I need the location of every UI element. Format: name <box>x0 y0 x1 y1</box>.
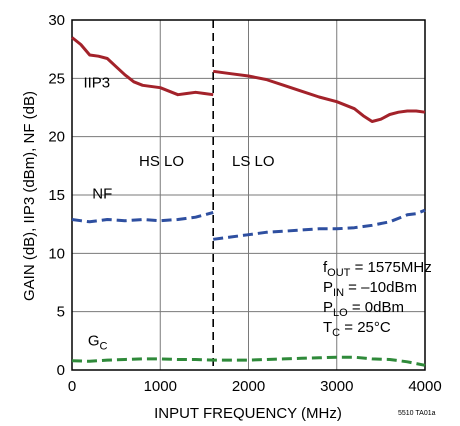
x-tick-label-3: 3000 <box>320 378 353 395</box>
plot-frame <box>71 19 426 371</box>
x-tick-label-0: 0 <box>68 378 76 395</box>
y-tick-label-0: 0 <box>57 362 65 379</box>
figure-tag: 5510 TA01a <box>398 410 436 417</box>
x-tick-label-1: 1000 <box>144 378 177 395</box>
region-label-hs-lo: HS LO <box>139 153 184 170</box>
series-label-iip3: IIP3 <box>83 75 110 92</box>
series-line-nf-1 <box>213 208 426 241</box>
series-line-iip3-1 <box>212 69 426 123</box>
x-axis-label: INPUT FREQUENCY (MHz) <box>154 405 342 422</box>
condition-line-0: fOUT = 1575MHz <box>323 259 432 279</box>
grid <box>71 19 426 371</box>
plot-border <box>71 19 426 371</box>
y-tick-label-5: 25 <box>48 70 65 87</box>
tick-labels: 0 1000 2000 3000 4000 0 5 10 15 20 25 30 <box>48 12 441 395</box>
series-line-nf-0 <box>71 211 214 224</box>
condition-line-2: PLO = 0dBm <box>323 299 404 319</box>
series-line-iip3-0 <box>71 36 214 97</box>
y-axis-label: GAIN (dB), IIP3 (dBm), NF (dB) <box>21 91 38 301</box>
y-tick-label-3: 15 <box>48 187 65 204</box>
region-label-ls-lo: LS LO <box>232 153 275 170</box>
y-tick-label-6: 30 <box>48 12 65 29</box>
y-tick-label-1: 5 <box>57 304 65 321</box>
x-tick-label-2: 2000 <box>232 378 265 395</box>
condition-line-1: PIN = –10dBm <box>323 279 417 299</box>
series-label-g: GC <box>88 333 108 353</box>
x-tick-label-4: 4000 <box>408 378 441 395</box>
y-tick-label-4: 20 <box>48 129 65 146</box>
y-tick-label-2: 10 <box>48 245 65 262</box>
series-group <box>71 36 426 367</box>
series-line-g-0 <box>71 355 426 367</box>
condition-line-3: TC = 25°C <box>323 319 391 339</box>
series-label-nf: NF <box>92 186 112 203</box>
series-labels: IIP3 NF GC <box>83 75 112 353</box>
